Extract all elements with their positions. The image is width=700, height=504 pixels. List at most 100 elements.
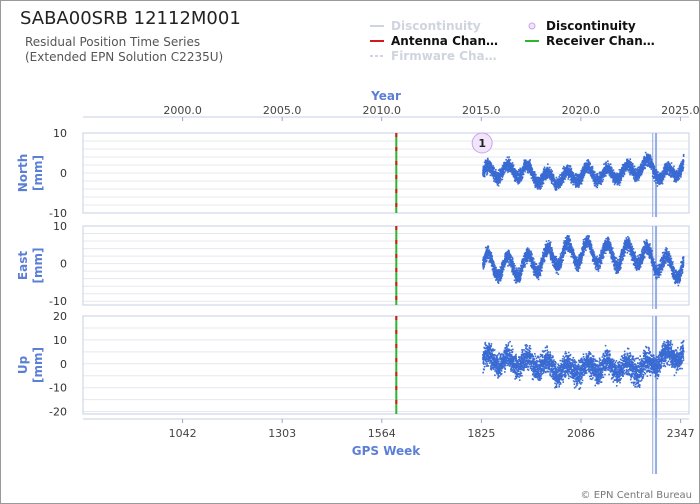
data-point [520, 178, 523, 181]
data-point [680, 173, 683, 176]
data-point [542, 182, 545, 185]
data-point [517, 170, 520, 173]
data-point [487, 159, 489, 161]
legend-label-4[interactable]: Firmware Cha… [391, 49, 497, 63]
data-point [511, 170, 513, 173]
data-point [514, 180, 516, 183]
data-point [564, 178, 566, 180]
data-point [513, 171, 516, 173]
data-point [537, 276, 540, 278]
data-point [550, 172, 553, 175]
legend-label-2[interactable]: Antenna Chan… [391, 34, 498, 48]
data-point [483, 262, 486, 264]
data-point [501, 273, 504, 276]
data-point [635, 168, 637, 170]
data-point [520, 260, 523, 263]
data-point [642, 166, 644, 169]
data-point [561, 180, 563, 182]
data-point [521, 267, 524, 269]
data-point [627, 170, 629, 172]
data-point [488, 166, 490, 168]
data-point [674, 171, 677, 174]
data-point [675, 181, 677, 183]
data-point [552, 183, 554, 185]
data-point [520, 171, 523, 173]
data-point [486, 248, 489, 250]
data-point [496, 273, 499, 275]
data-point [571, 170, 573, 173]
data-point [678, 166, 681, 168]
data-point [498, 271, 501, 274]
data-point [506, 259, 509, 261]
data-point [499, 181, 501, 184]
data-point [535, 266, 538, 269]
data-point [681, 164, 684, 166]
data-point [497, 169, 500, 172]
data-point [516, 269, 518, 272]
data-point [516, 276, 519, 278]
data-point [666, 171, 669, 173]
data-point [569, 165, 572, 167]
data-point [483, 174, 486, 177]
data-point [665, 163, 668, 166]
data-point [590, 166, 593, 169]
data-point [506, 254, 508, 257]
data-point [495, 177, 497, 180]
data-point [504, 263, 507, 266]
data-point [659, 175, 662, 178]
data-point [530, 164, 532, 166]
data-point [493, 180, 495, 182]
y-axis-label: East [16, 251, 30, 280]
data-point [506, 163, 509, 165]
data-point [483, 264, 485, 267]
data-point [614, 182, 617, 184]
data-point [607, 162, 609, 165]
data-point [562, 181, 565, 183]
data-point [486, 160, 489, 163]
data-point [654, 177, 657, 179]
data-point [616, 181, 619, 184]
data-point [613, 183, 616, 186]
data-point [517, 181, 520, 183]
data-point [679, 164, 681, 167]
data-point [507, 168, 510, 171]
data-point [668, 163, 671, 165]
data-point [500, 172, 503, 174]
data-point [633, 178, 635, 180]
data-point [522, 266, 525, 268]
legend-label-3[interactable]: Receiver Chan… [546, 34, 655, 48]
data-point [575, 185, 578, 188]
data-point [532, 258, 535, 260]
data-point [537, 265, 539, 267]
data-point [638, 169, 641, 172]
data-point [666, 172, 668, 174]
data-point [676, 169, 678, 172]
data-point [503, 260, 506, 263]
data-point [543, 166, 546, 169]
data-point [562, 167, 564, 170]
data-point [494, 275, 497, 278]
data-point [650, 168, 653, 170]
data-point [627, 161, 629, 163]
legend-label-1[interactable]: Discontinuity [546, 19, 636, 33]
data-point [673, 169, 676, 171]
data-point [535, 174, 537, 176]
data-point [519, 277, 522, 279]
data-point [655, 179, 657, 182]
data-point [649, 155, 652, 158]
data-point [655, 169, 658, 171]
data-point [498, 270, 500, 273]
data-point [513, 274, 516, 276]
data-point [515, 281, 518, 284]
data-point [520, 273, 522, 276]
legend-label-0[interactable]: Discontinuity [391, 19, 481, 33]
data-point [652, 166, 655, 168]
data-point [523, 163, 526, 165]
data-point [613, 179, 616, 181]
data-point [585, 171, 588, 173]
data-point [586, 162, 589, 165]
data-point [609, 163, 612, 166]
data-point [486, 169, 488, 171]
data-point [639, 168, 641, 171]
